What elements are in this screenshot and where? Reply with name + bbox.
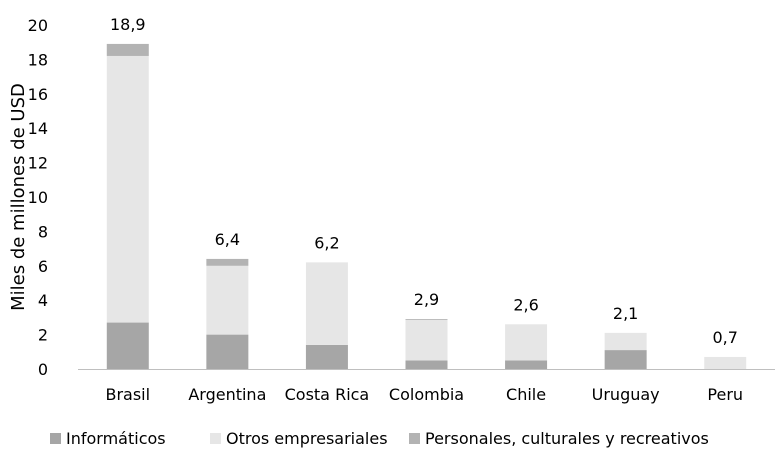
- bar-segment: [604, 332, 647, 351]
- y-tick-label: 12: [28, 154, 48, 173]
- x-tick-label: Chile: [506, 385, 546, 404]
- bar-segment: [505, 324, 548, 361]
- y-tick-label: 18: [28, 50, 48, 69]
- y-tick-label: 0: [38, 360, 48, 379]
- bar-segment: [405, 360, 448, 369]
- x-tick-label: Costa Rica: [285, 385, 370, 404]
- y-tick-label: 14: [28, 119, 48, 138]
- bar-segment: [206, 258, 249, 266]
- legend-label: Personales, culturales y recreativos: [425, 429, 709, 448]
- bar-segment: [604, 350, 647, 369]
- bar-segment: [305, 344, 348, 369]
- bar-segment: [505, 360, 548, 369]
- total-labels: 18,9 6,4 6,2 2,9 2,6 2,1 0,7: [110, 15, 738, 347]
- y-tick-label: 16: [28, 85, 48, 104]
- bars: [106, 43, 747, 369]
- legend-swatch: [210, 433, 221, 444]
- x-axis-categories: Brasil Argentina Costa Rica Colombia Chile Ur…: [105, 385, 743, 404]
- total-label: 2,1: [613, 304, 638, 323]
- y-tick-label: 4: [38, 291, 48, 310]
- x-tick-label: Argentina: [188, 385, 266, 404]
- y-tick-label: 10: [28, 188, 48, 207]
- y-axis-title: Miles de millones de USD: [8, 83, 29, 311]
- legend-label: Otros empresariales: [226, 429, 388, 448]
- bar-segment: [704, 356, 747, 369]
- total-label: 2,6: [513, 295, 538, 314]
- total-label: 6,4: [215, 230, 240, 249]
- total-label: 0,7: [712, 328, 737, 347]
- legend-swatch: [50, 433, 61, 444]
- y-tick-label: 8: [38, 222, 48, 241]
- total-label: 6,2: [314, 233, 339, 252]
- x-tick-label: Uruguay: [592, 385, 660, 404]
- x-tick-label: Brasil: [105, 385, 150, 404]
- y-tick-label: 20: [28, 16, 48, 35]
- bar-segment: [405, 319, 448, 320]
- y-tick-label: 6: [38, 257, 48, 276]
- bar-segment: [106, 322, 149, 369]
- bar-segment: [106, 43, 149, 56]
- legend-swatch: [409, 433, 420, 444]
- x-tick-label: Colombia: [389, 385, 464, 404]
- legend-label: Informáticos: [66, 429, 166, 448]
- total-label: 2,9: [414, 290, 439, 309]
- y-tick-label: 2: [38, 326, 48, 345]
- legend: Informáticos Otros empresariales Personale…: [50, 429, 709, 448]
- total-label: 18,9: [110, 15, 146, 34]
- bar-segment: [206, 265, 249, 335]
- bar-segment: [305, 262, 348, 345]
- y-axis-ticks: 0 2 4 6 8 10 12 14 16 18 20: [28, 16, 48, 379]
- bar-segment: [405, 319, 448, 361]
- x-tick-label: Peru: [707, 385, 743, 404]
- bar-segment: [106, 55, 149, 323]
- bar-segment: [206, 334, 249, 369]
